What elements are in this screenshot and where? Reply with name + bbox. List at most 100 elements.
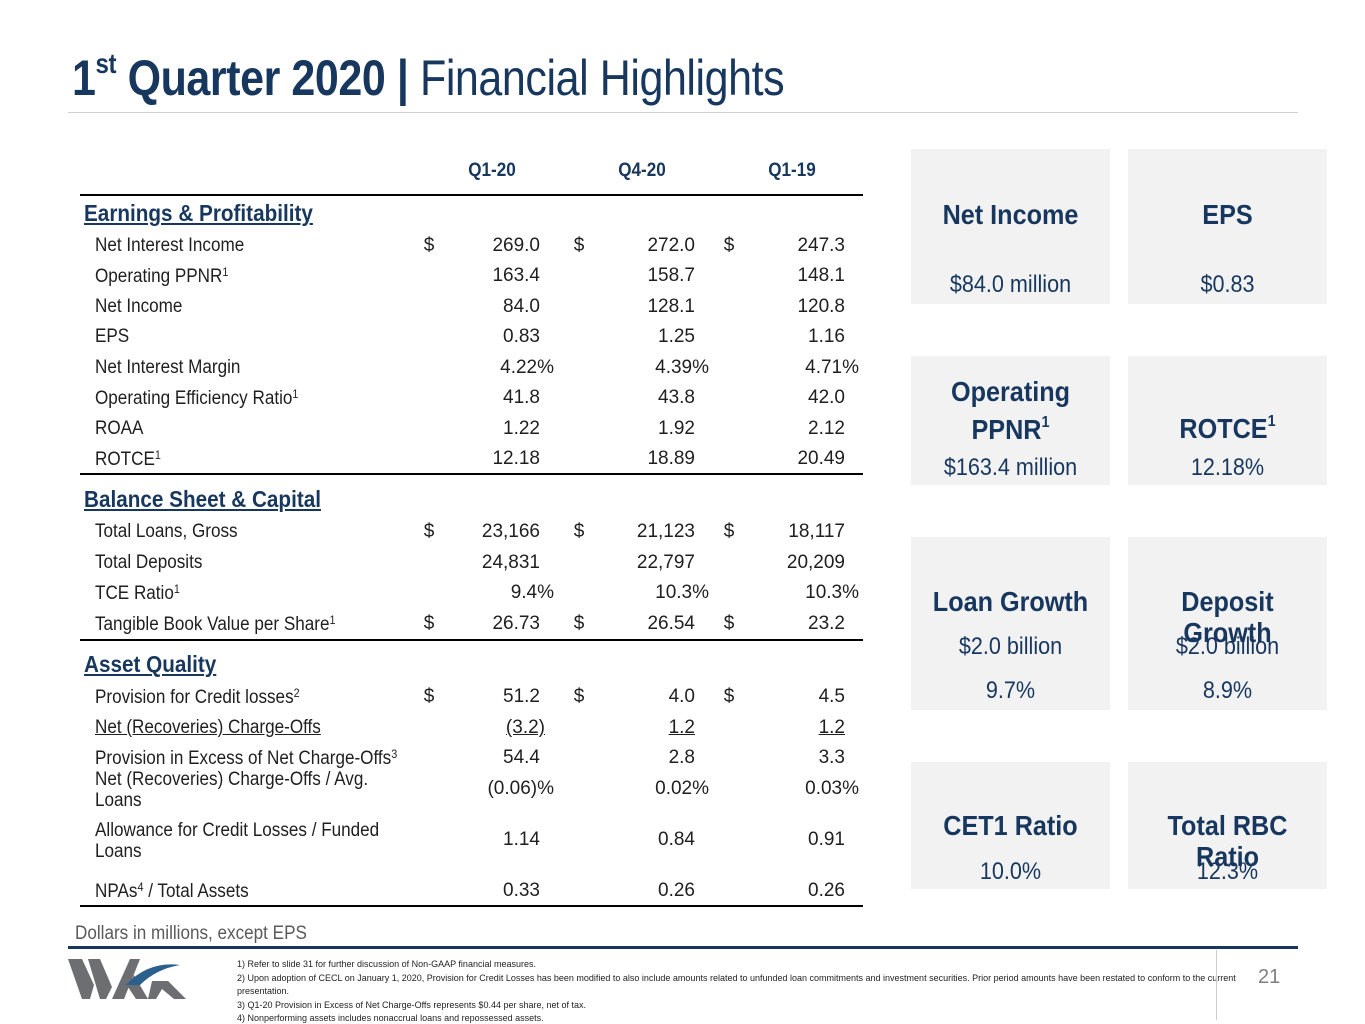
footnote-4: 4) Nonperforming assets includes nonaccr… xyxy=(237,1013,544,1023)
cell-value: 269.0 xyxy=(492,235,540,256)
cell-value: 12.18 xyxy=(492,448,540,469)
table-top-rule xyxy=(80,194,863,196)
cell-value: 23.2 xyxy=(808,613,845,634)
table-row: TCE Ratio1 9.4% 10.3% 10.3% xyxy=(0,582,870,612)
row-label: TCE Ratio1 xyxy=(95,582,180,604)
dollar-sign: $ xyxy=(723,613,735,634)
cell-value: 4.22% xyxy=(500,357,554,378)
card-operating-ppnr: Operating PPNR1 $163.4 million xyxy=(911,356,1110,485)
cell-value: 9.4% xyxy=(510,582,554,603)
row-label: ROAA xyxy=(95,418,144,439)
cell-value: 1.2 xyxy=(668,717,695,738)
dollar-sign: $ xyxy=(573,613,585,634)
dollar-sign: $ xyxy=(723,235,735,256)
card-value: $163.4 million xyxy=(943,454,1078,481)
table-row: ROAA 1.22 1.92 2.12 xyxy=(0,418,870,448)
table-row: Net Income 84.0 128.1 120.8 xyxy=(0,296,870,326)
card-net-income: Net Income $84.0 million xyxy=(911,149,1110,304)
cell-value: 1.22 xyxy=(503,418,540,439)
dollar-sign: $ xyxy=(423,686,435,707)
card-value: 12.3% xyxy=(1196,858,1259,885)
card-value: 10.0% xyxy=(979,858,1042,885)
cell-value: 158.7 xyxy=(647,265,695,286)
cell-value: 22,797 xyxy=(636,552,695,573)
cell-value: 0.03% xyxy=(805,778,859,799)
cell-value: 3.3 xyxy=(818,747,845,768)
row-label: Allowance for Credit Losses / Funded Loan… xyxy=(95,820,380,862)
page-title: 1st Quarter 2020 | Financial Highlights xyxy=(72,48,785,106)
cell-value: 247.3 xyxy=(797,235,845,256)
dollar-sign: $ xyxy=(723,521,735,542)
card-value-secondary: 8.9% xyxy=(1202,677,1253,704)
table-row: Tangible Book Value per Share1 $ $ $26.73 26… xyxy=(0,613,870,643)
row-label: Total Deposits xyxy=(95,552,203,573)
cell-value: 0.33 xyxy=(503,880,540,901)
row-label: Net Interest Margin xyxy=(95,357,241,378)
cell-value: 24,831 xyxy=(481,552,540,573)
dollar-sign: $ xyxy=(723,686,735,707)
dollar-sign: $ xyxy=(423,235,435,256)
row-label: Net (Recoveries) Charge-Offs xyxy=(95,717,321,738)
cell-value: 10.3% xyxy=(805,582,859,603)
table-row: Provision in Excess of Net Charge-Offs3 5… xyxy=(0,747,870,777)
footnote-3: 3) Q1-20 Provision in Excess of Net Char… xyxy=(237,999,587,1010)
dollar-sign: $ xyxy=(573,686,585,707)
table-row: Net (Recoveries) Charge-Offs (3.2) 1.2 1.2 xyxy=(0,717,870,747)
cell-value: 0.91 xyxy=(808,829,845,850)
card-eps: EPS $0.83 xyxy=(1128,149,1327,304)
row-label: Net (Recoveries) Charge-Offs / Avg. Loans xyxy=(95,769,369,811)
cell-value: 26.54 xyxy=(647,613,695,634)
footnotes: 1) Refer to slide 31 for further discuss… xyxy=(237,958,1237,1024)
card-title: EPS xyxy=(1202,199,1253,230)
card-value: $2.0 billion xyxy=(1175,633,1280,660)
table-row: EPS 0.83 1.25 1.16 xyxy=(0,326,870,356)
card-title: Net Income xyxy=(942,199,1079,230)
section-rule xyxy=(80,639,863,641)
cell-value: 148.1 xyxy=(797,265,845,286)
cell-value: 4.0 xyxy=(668,686,695,707)
row-label: Provision for Credit losses2 xyxy=(95,686,300,708)
card-title: Deposit Growth xyxy=(1181,586,1274,648)
cell-value: 272.0 xyxy=(647,235,695,256)
footer-rule xyxy=(68,946,1298,949)
footer-separator xyxy=(1216,950,1217,1020)
table-row: Operating PPNR1 163.4 158.7 148.1 xyxy=(0,265,870,295)
card-cet1-ratio: CET1 Ratio 10.0% xyxy=(911,762,1110,889)
row-label: Operating PPNR1 xyxy=(95,265,229,287)
table-row: Total Deposits 24,831 22,797 20,209 xyxy=(0,552,870,582)
card-value: $2.0 billion xyxy=(958,633,1063,660)
cell-value: 26.73 xyxy=(492,613,540,634)
row-label: ROTCE1 xyxy=(95,448,161,470)
cell-value: 23,166 xyxy=(481,521,540,542)
dollar-sign: $ xyxy=(573,235,585,256)
table-row: Operating Efficiency Ratio1 41.8 43.8 42.0 xyxy=(0,387,870,417)
cell-value: 18.89 xyxy=(647,448,695,469)
row-label: Net Income xyxy=(95,296,183,317)
footnote-2: 2) Upon adoption of CECL on January 1, 2… xyxy=(237,972,1236,997)
cell-value: 0.02% xyxy=(655,778,709,799)
section-rule xyxy=(80,473,863,475)
table-row: NPAs4 / Total Assets 0.33 0.26 0.26 xyxy=(0,880,870,910)
cell-value: 84.0 xyxy=(503,296,540,317)
cell-value: 0.83 xyxy=(503,326,540,347)
column-header-q4-20: Q4-20 xyxy=(618,160,666,181)
section-asset-quality: Asset Quality xyxy=(84,651,217,677)
cell-value: 20,209 xyxy=(786,552,845,573)
card-value: 12.18% xyxy=(1190,454,1265,481)
cell-value: 1.25 xyxy=(658,326,695,347)
cell-value: 0.84 xyxy=(658,829,695,850)
cell-value: 1.2 xyxy=(818,717,845,738)
cell-value: 0.26 xyxy=(658,880,695,901)
card-title: Loan Growth xyxy=(932,586,1089,617)
row-label: Net Interest Income xyxy=(95,235,245,256)
column-header-q1-19: Q1-19 xyxy=(768,160,816,181)
title-divider xyxy=(68,112,1298,113)
cell-value: 4.71% xyxy=(805,357,859,378)
section-earnings-profitability: Earnings & Profitability xyxy=(84,200,313,226)
cell-value: 128.1 xyxy=(647,296,695,317)
cell-value: 0.26 xyxy=(808,880,845,901)
card-total-rbc-ratio: Total RBC Ratio 12.3% xyxy=(1128,762,1327,889)
cell-value: 1.16 xyxy=(808,326,845,347)
cell-value: 20.49 xyxy=(797,448,845,469)
row-label: NPAs4 / Total Assets xyxy=(95,880,249,902)
